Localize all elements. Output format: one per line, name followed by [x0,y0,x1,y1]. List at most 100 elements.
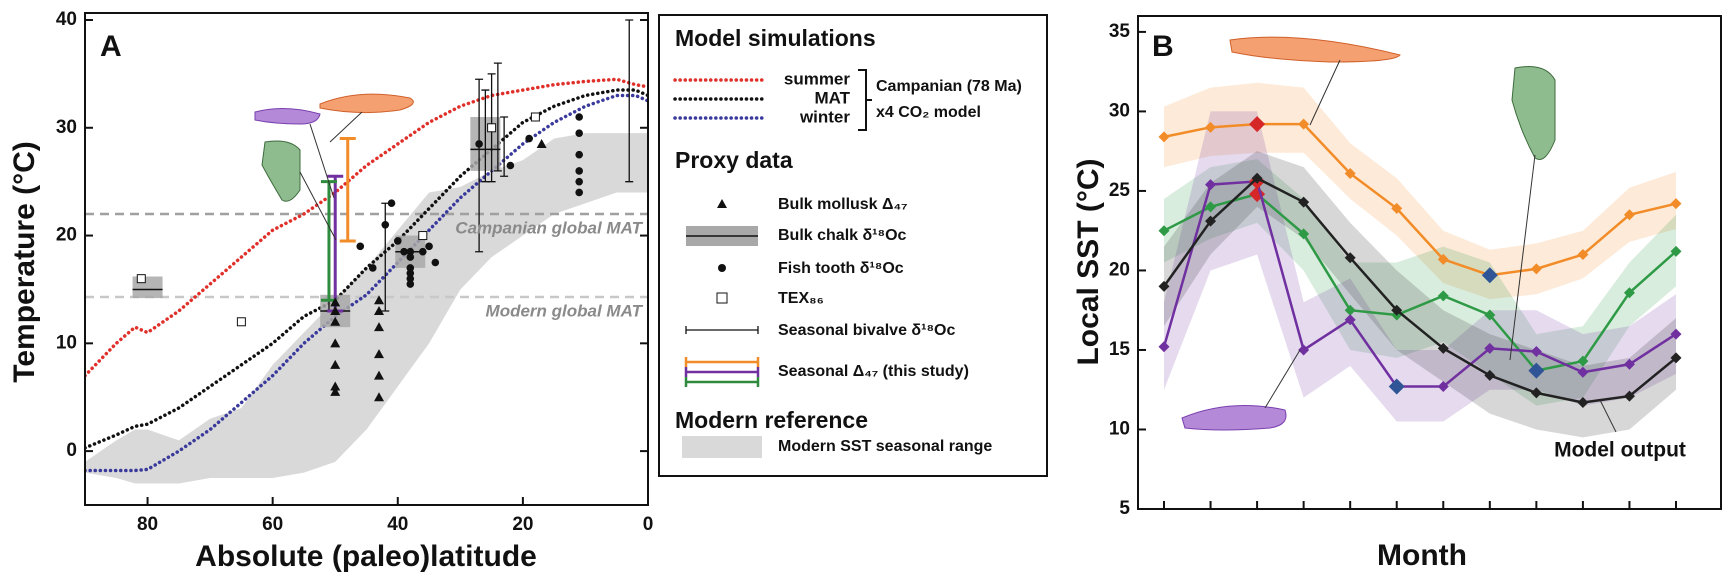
fish-point [406,253,415,261]
point [1437,342,1449,354]
point [1344,252,1356,264]
legend-swatch [685,326,759,334]
point [1391,202,1403,214]
fish-point [575,129,583,137]
point [1205,215,1217,227]
legend-label: Seasonal Δ₄₇ (this study) [778,363,969,380]
bivalve-range [625,19,634,183]
point [1484,309,1496,321]
point [1484,342,1496,354]
fish-point [575,177,583,186]
x-tick-label: 40 [387,514,408,535]
legend-label: Seasonal bivalve δ¹⁸Oc [778,322,955,339]
mollusk-point [536,138,547,148]
mollusk-point [330,306,341,315]
model-line [85,77,648,378]
point [1437,381,1449,393]
bivalve-range [475,78,484,253]
legend-group: x4 CO₂ model [876,104,981,121]
point [1670,328,1682,340]
point [1158,341,1170,353]
legend-title: Modern reference [675,407,868,433]
x-tick-label: 60 [262,514,283,535]
legend-swatch [716,292,728,304]
fish-point [406,274,415,283]
point [1205,201,1217,213]
fish-point [475,140,483,148]
point [1530,263,1542,275]
fish-point [506,161,515,170]
x-tick-label: 20 [512,514,533,535]
point [1344,314,1356,326]
legend-group: Campanian (78 Ma) [876,78,1022,95]
point [1530,346,1542,358]
y-tick-label: 35 [1109,21,1131,42]
point [1205,121,1217,133]
series-line [1163,192,1677,373]
point [1298,118,1310,130]
model-line [85,88,648,450]
y-tick-label: 40 [56,9,77,30]
legend-label: winter [799,107,850,126]
bracket [858,69,872,131]
mollusk-point [374,306,385,315]
shell-icons-a [254,93,414,241]
uncertainty-band [1164,111,1676,422]
point [1388,378,1405,395]
fish-point [419,247,427,256]
legend-label: summer [784,69,851,88]
point [1391,304,1403,316]
mollusk-point [330,316,341,326]
fish-point [400,247,408,256]
legend-label: Modern SST seasonal range [778,438,992,455]
point [1577,396,1589,408]
legend-label: Bulk mollusk Δ₄₇ [778,196,908,213]
reference-label: Campanian global MAT [455,218,643,237]
panel-label: B [1152,30,1174,63]
x-tick-label: 0 [643,514,654,535]
panel-a: Campanian global MAT Modern global MAT 0 10… [56,9,653,535]
uncertainty-band [1164,159,1676,406]
seasonal-range [339,137,356,243]
point [1205,179,1217,191]
frame-a [84,12,649,506]
y-tick-label: 5 [1119,498,1130,519]
y-tick-label: 10 [56,332,77,353]
legend-label: MAT [814,88,850,107]
series-annotation: Model output [1554,439,1686,462]
series-line [1163,122,1677,277]
point [1670,352,1682,364]
point [1577,249,1589,261]
point [1249,116,1266,133]
point [1251,172,1263,184]
y-tick-label: 20 [1109,259,1130,280]
point [1528,362,1545,379]
fish-point [406,264,415,272]
tex-point [530,112,540,122]
fish-point [406,247,415,256]
mollusk-point [330,386,341,396]
model-line [85,93,648,473]
fish-point [575,188,583,197]
x-tick-label: 80 [137,514,158,535]
legend-swatch [684,377,760,387]
tex-point [418,231,428,241]
point [1298,344,1310,356]
fish-point [368,264,377,272]
mollusk-point [374,322,385,332]
point [1437,290,1449,302]
series-line [1162,176,1677,404]
point [1577,355,1589,367]
mollusk-point [717,199,727,208]
y-tick-label: 0 [66,440,77,461]
bivalve-range [493,62,502,172]
y-tick-label: 30 [1109,100,1130,121]
legend-swatch [684,357,760,367]
legend-title: Model simulations [675,25,876,51]
y-tick-label: 25 [1109,180,1131,201]
point [1158,280,1170,292]
mollusk-point [374,349,385,359]
mollusk-point [330,338,341,348]
mollusk-point [330,381,341,391]
